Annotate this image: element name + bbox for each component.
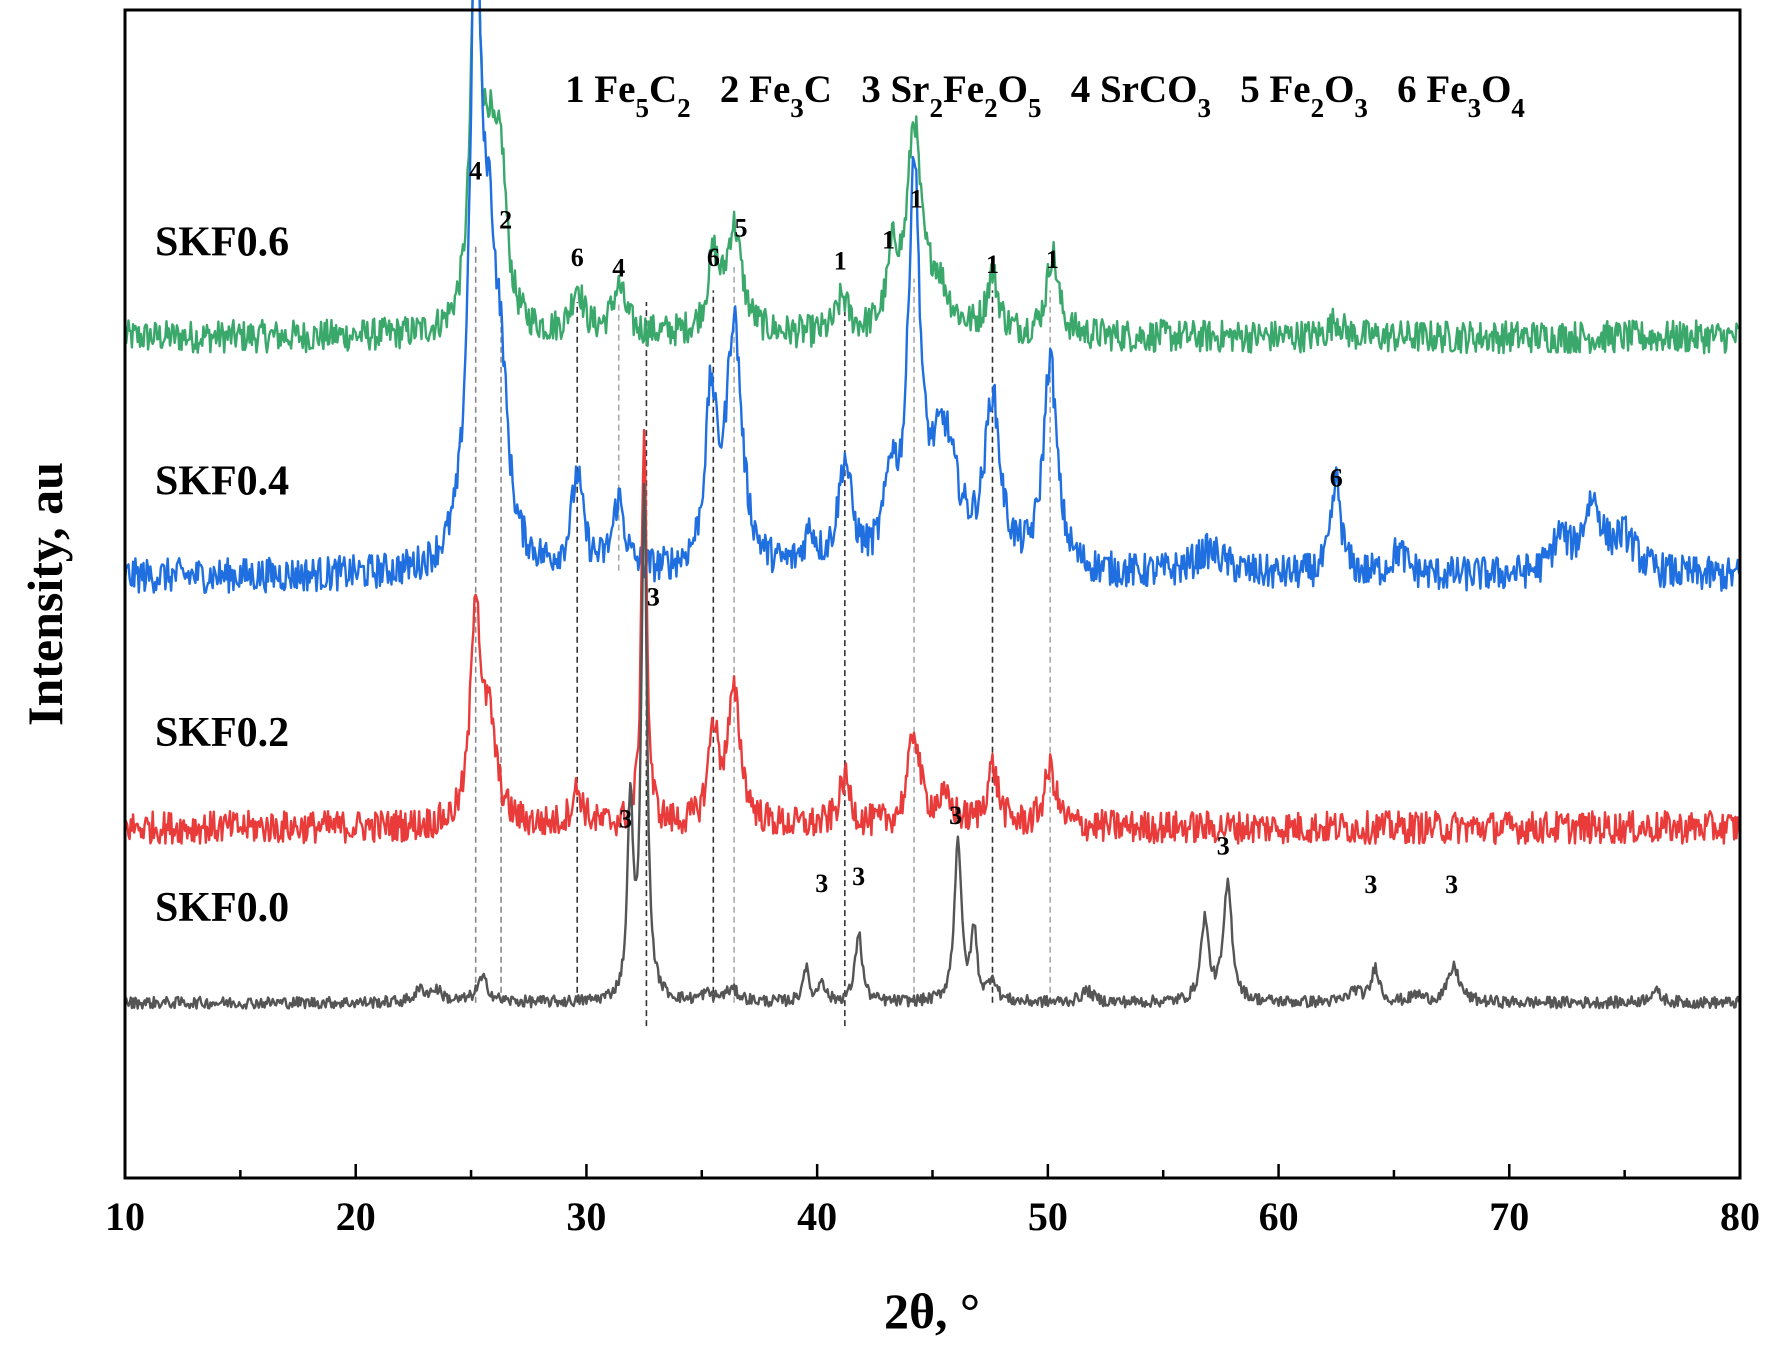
series-label: SKF0.4	[155, 459, 289, 505]
peak-label: 6	[1330, 464, 1343, 493]
phase-legend-formula-part: 3	[1197, 93, 1211, 123]
peak-label: 1	[834, 246, 847, 275]
phase-legend-formula-part: 5	[635, 93, 649, 123]
x-tick-label: 50	[1028, 1194, 1068, 1239]
peak-label: 1	[1046, 245, 1059, 274]
peak-label: 1	[910, 184, 923, 213]
peak-label: 6	[571, 243, 584, 272]
x-tick-label: 40	[797, 1194, 837, 1239]
x-axis-ticks: 10 20 30 40 50 60 70 80	[105, 1164, 1760, 1239]
phase-legend-formula-part: C	[804, 68, 832, 111]
phase-legend-formula-part: 3	[1468, 93, 1482, 123]
phase-legend-formula-part: 4	[1511, 93, 1525, 123]
phase-legend-formula-part: 3	[1354, 93, 1368, 123]
peak-label: 3	[647, 583, 660, 612]
phase-legend-formula-part: C	[649, 68, 677, 111]
peak-label: 2	[499, 205, 512, 234]
y-axis-title: Intensity, au	[17, 462, 73, 726]
phase-legend-formula-part: 2	[677, 93, 691, 123]
peak-label: 3	[815, 869, 828, 898]
peak-label: 1	[986, 250, 999, 279]
phase-legend-formula-part: O	[1324, 68, 1354, 111]
peak-label: 3	[949, 801, 962, 830]
phase-legend-formula-part: Sr	[890, 68, 929, 111]
phase-legend-formula-part: O	[1481, 68, 1511, 111]
phase-legend-formula-part: SrCO	[1100, 68, 1198, 111]
phase-legend-formula-part: 2	[1311, 93, 1325, 123]
series-label: SKF0.6	[155, 219, 289, 265]
phase-legend-number: 4	[1041, 68, 1100, 111]
phase-legend-formula-part: 2	[929, 93, 943, 123]
series-label: SKF0.0	[155, 885, 289, 931]
series-line-skf0-4	[123, 0, 1742, 594]
phase-legend-number: 1	[565, 68, 594, 111]
x-tick-label: 30	[566, 1194, 606, 1239]
x-tick-label: 10	[105, 1194, 145, 1239]
series-labels: SKF0.6 SKF0.4 SKF0.2 SKF0.0	[155, 219, 289, 931]
peak-label: 4	[612, 253, 625, 282]
x-tick-label: 20	[336, 1194, 376, 1239]
phase-legend-formula-part: Fe	[594, 68, 635, 111]
peak-label: 3	[1217, 831, 1230, 860]
peak-label: 1	[882, 225, 895, 254]
peak-label: 3	[852, 862, 865, 891]
series-group	[123, 0, 1742, 1010]
phase-legend-formula-part: Fe	[1269, 68, 1310, 111]
phase-legend-number: 5	[1211, 68, 1270, 111]
phase-legend-formula-part: Fe	[1426, 68, 1467, 111]
phase-legend-number: 6	[1368, 68, 1427, 111]
peak-label: 3	[1364, 870, 1377, 899]
reference-lines	[474, 243, 1051, 1027]
phase-legend-formula-part: Fe	[749, 68, 790, 111]
phase-legend-formula-part: Fe	[943, 68, 984, 111]
x-tick-label: 80	[1720, 1194, 1760, 1239]
peak-label: 5	[735, 214, 748, 243]
phase-legend-number: 3	[832, 68, 891, 111]
series-label: SKF0.2	[155, 710, 289, 756]
peak-label: 3	[1445, 870, 1458, 899]
phase-legend-formula-part: 2	[984, 93, 998, 123]
peak-label: 3	[619, 805, 632, 834]
phase-legend-number: 2	[691, 68, 750, 111]
series-line-skf0-0	[123, 482, 1741, 1010]
phase-legend-formula-part: O	[998, 68, 1028, 111]
peak-label: 6	[707, 243, 720, 272]
series-line-skf0-6	[123, 0, 1741, 355]
phase-legend-formula-part: 5	[1028, 93, 1042, 123]
phase-legend: 1 Fe5C2 2 Fe3C 3 Sr2Fe2O5 4 SrCO3 5 Fe2O…	[565, 68, 1525, 123]
x-tick-label: 60	[1259, 1194, 1299, 1239]
series-line-skf0-2	[124, 428, 1742, 845]
phase-legend-formula-part: 3	[790, 93, 804, 123]
x-tick-label: 70	[1489, 1194, 1529, 1239]
x-axis-title: 2θ, °	[884, 1283, 980, 1339]
peak-label: 4	[469, 156, 482, 185]
